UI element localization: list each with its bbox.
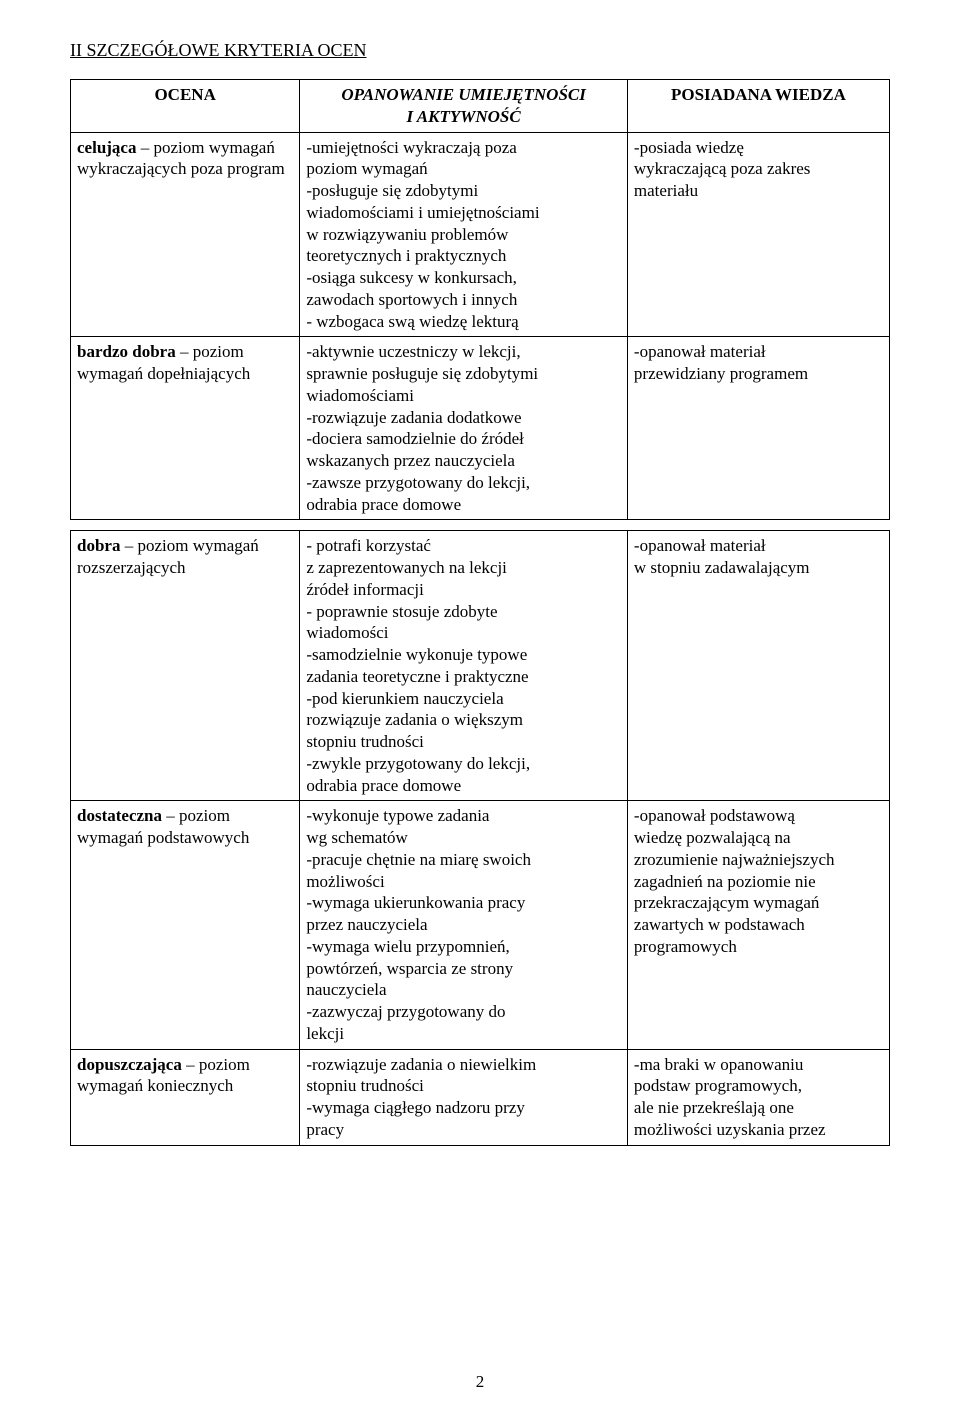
grade-name: bardzo dobra bbox=[77, 342, 176, 361]
grade-name: dostateczna bbox=[77, 806, 162, 825]
grade-cell: celująca – poziom wymagań wykraczających… bbox=[71, 132, 300, 337]
knowledge-cell: -posiada wiedzę wykraczającą poza zakres… bbox=[627, 132, 889, 337]
skills-cell: -aktywnie uczestniczy w lekcji, sprawnie… bbox=[300, 337, 628, 520]
table-row: celująca – poziom wymagań wykraczających… bbox=[71, 132, 890, 337]
skills-cell: - potrafi korzystać z zaprezentowanych n… bbox=[300, 531, 628, 801]
table-row: dobra – poziom wymagań rozszerzających- … bbox=[71, 531, 890, 801]
header-wiedza: POSIADANA WIEDZA bbox=[627, 80, 889, 133]
skills-cell: -rozwiązuje zadania o niewielkim stopniu… bbox=[300, 1049, 628, 1145]
grade-cell: bardzo dobra – poziom wymagań dopełniają… bbox=[71, 337, 300, 520]
page-number: 2 bbox=[70, 1372, 890, 1392]
page: II SZCZEGÓŁOWE KRYTERIA OCEN OCENA OPANO… bbox=[0, 0, 960, 1412]
header-ocena: OCENA bbox=[71, 80, 300, 133]
table-row: bardzo dobra – poziom wymagań dopełniają… bbox=[71, 337, 890, 520]
knowledge-cell: -ma braki w opanowaniu podstaw programow… bbox=[627, 1049, 889, 1145]
knowledge-cell: -opanował materiał przewidziany programe… bbox=[627, 337, 889, 520]
knowledge-cell: -opanował podstawową wiedzę pozwalającą … bbox=[627, 801, 889, 1049]
grade-cell: dopuszczająca – poziom wymagań konieczny… bbox=[71, 1049, 300, 1145]
skills-cell: -umiejętności wykraczają poza poziom wym… bbox=[300, 132, 628, 337]
table-row: dopuszczająca – poziom wymagań konieczny… bbox=[71, 1049, 890, 1145]
criteria-table: OCENA OPANOWANIE UMIEJĘTNOŚCI I AKTYWNOŚ… bbox=[70, 79, 890, 1146]
grade-name: dobra bbox=[77, 536, 120, 555]
skills-cell: -wykonuje typowe zadania wg schematów -p… bbox=[300, 801, 628, 1049]
grade-cell: dostateczna – poziom wymagań podstawowyc… bbox=[71, 801, 300, 1049]
spacer-row bbox=[71, 520, 890, 531]
grade-name: celująca bbox=[77, 138, 136, 157]
grade-name: dopuszczająca bbox=[77, 1055, 182, 1074]
grade-cell: dobra – poziom wymagań rozszerzających bbox=[71, 531, 300, 801]
header-line1: OPANOWANIE UMIEJĘTNOŚCI bbox=[341, 85, 586, 104]
header-opanowanie: OPANOWANIE UMIEJĘTNOŚCI I AKTYWNOŚĆ bbox=[300, 80, 628, 133]
knowledge-cell: -opanował materiał w stopniu zadawalając… bbox=[627, 531, 889, 801]
table-row: dostateczna – poziom wymagań podstawowyc… bbox=[71, 801, 890, 1049]
section-title: II SZCZEGÓŁOWE KRYTERIA OCEN bbox=[70, 40, 890, 61]
header-line2: I AKTYWNOŚĆ bbox=[407, 107, 521, 126]
table-header-row: OCENA OPANOWANIE UMIEJĘTNOŚCI I AKTYWNOŚ… bbox=[71, 80, 890, 133]
